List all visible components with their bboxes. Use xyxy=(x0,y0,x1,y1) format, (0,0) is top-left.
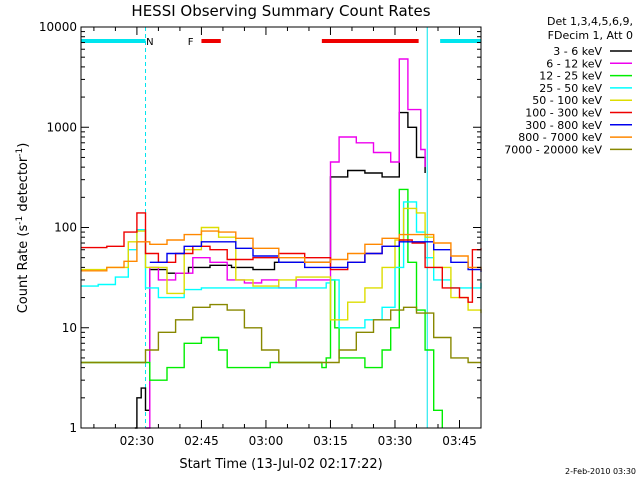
flag-label-1: F xyxy=(188,37,194,48)
y-axis-label-part-2: detector xyxy=(16,156,31,216)
y-tick-label-0: 1 xyxy=(69,421,77,435)
x-tick-label-0: 02:30 xyxy=(120,434,155,448)
series-line-1 xyxy=(145,58,426,429)
series-line-6 xyxy=(149,241,482,272)
x-tick-label-5: 03:45 xyxy=(442,434,477,448)
x-axis-label: Start Time (13-Jul-02 02:17:22) xyxy=(179,457,382,472)
y-tick-label-3: 1000 xyxy=(46,120,77,134)
legend-label-6: 300 - 800 keV xyxy=(525,119,602,132)
series-line-4 xyxy=(81,207,482,321)
legend-header-line-2: FDecim 1, Att 0 xyxy=(548,29,633,42)
y-tick-label-2: 100 xyxy=(54,221,77,235)
series-line-8 xyxy=(81,303,481,364)
flag-label-0: N xyxy=(146,37,153,48)
x-tick-label-4: 03:30 xyxy=(378,434,413,448)
y-axis-label-sup-2: -1 xyxy=(15,148,25,157)
series-line-3 xyxy=(81,201,482,329)
y-axis-label-part-1: Count Rate (s xyxy=(16,225,31,314)
plot-frame xyxy=(80,26,482,429)
legend: Det 1,3,4,5,6,9, FDecim 1, Att 0 3 - 6 k… xyxy=(504,15,633,156)
series-line-2 xyxy=(81,188,443,428)
y-tick-label-4: 10000 xyxy=(39,20,77,34)
legend-label-5: 100 - 300 keV xyxy=(525,107,602,120)
series-line-7 xyxy=(81,230,482,272)
series-line-5 xyxy=(81,212,482,303)
legend-label-7: 800 - 7000 keV xyxy=(518,131,602,144)
legend-label-8: 7000 - 20000 keV xyxy=(504,143,602,156)
x-tick-label-2: 03:00 xyxy=(249,434,284,448)
legend-label-3: 25 - 50 keV xyxy=(539,82,602,95)
legend-header-line-1: Det 1,3,4,5,6,9, xyxy=(547,15,633,28)
x-tick-label-3: 03:15 xyxy=(313,434,348,448)
axis-ticks: 1 10 100 1000 10000 02:30 02:45 03:00 03:15 03:30… xyxy=(39,20,482,448)
y-axis-label-sup-1: -1 xyxy=(15,216,25,225)
legend-label-1: 6 - 12 keV xyxy=(546,57,602,70)
legend-label-0: 3 - 6 keV xyxy=(553,45,602,58)
legend-label-4: 50 - 100 keV xyxy=(532,94,602,107)
x-tick-label-1: 02:45 xyxy=(184,434,219,448)
y-tick-label-1: 10 xyxy=(62,321,77,335)
legend-label-2: 12 - 25 keV xyxy=(539,70,602,83)
footer-date: 2-Feb-2010 03:30 xyxy=(565,467,636,476)
chart-title: HESSI Observing Summary Count Rates xyxy=(131,2,430,20)
y-axis-label: Count Rate (s-1 detector-1) xyxy=(15,143,31,314)
y-axis-label-part-3: ) xyxy=(16,143,31,148)
